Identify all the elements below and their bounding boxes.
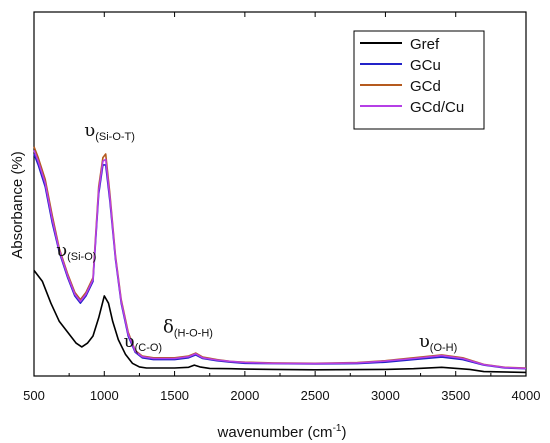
peak-annotation: δ(H-O-H) bbox=[163, 316, 213, 339]
peak-annotation: υ(Si-O) bbox=[56, 240, 96, 263]
annotations: υ(Si-O-T) υ(Si-O) υ(C-O)δ(H-O-H) υ(O-H) bbox=[56, 120, 457, 354]
legend-label: GCd bbox=[410, 78, 441, 95]
series-layer bbox=[33, 146, 527, 374]
peak-annotation: υ(C-O) bbox=[124, 331, 162, 354]
x-tick-label: 2500 bbox=[301, 388, 330, 403]
series-line-gcd-cu bbox=[33, 150, 527, 370]
peak-annotation: υ(O-H) bbox=[419, 331, 457, 354]
x-ticks: 500 1000 1500 2000 2500 3000 3500 4000 bbox=[23, 12, 540, 403]
y-axis-label: Absorbance (%) bbox=[9, 151, 26, 259]
legend-label: Gref bbox=[410, 36, 440, 53]
x-tick-label: 500 bbox=[23, 388, 45, 403]
x-tick-label: 3500 bbox=[441, 388, 470, 403]
legend-label: GCu bbox=[410, 57, 441, 74]
x-tick-label: 1000 bbox=[90, 388, 119, 403]
x-tick-label: 3000 bbox=[371, 388, 400, 403]
x-tick-label: 4000 bbox=[512, 388, 541, 403]
legend-box bbox=[353, 30, 485, 130]
x-tick-label: 2000 bbox=[230, 388, 259, 403]
series-line-gref bbox=[33, 269, 527, 374]
legend: Gref GCu GCd GCd/Cu bbox=[353, 30, 485, 130]
series-line-gcu bbox=[33, 153, 527, 370]
peak-annotation: υ(Si-O-T) bbox=[84, 120, 135, 143]
x-tick-label: 1500 bbox=[160, 388, 189, 403]
x-axis-label: wavenumber (cm-1) bbox=[217, 423, 347, 441]
legend-label: GCd/Cu bbox=[410, 99, 464, 116]
